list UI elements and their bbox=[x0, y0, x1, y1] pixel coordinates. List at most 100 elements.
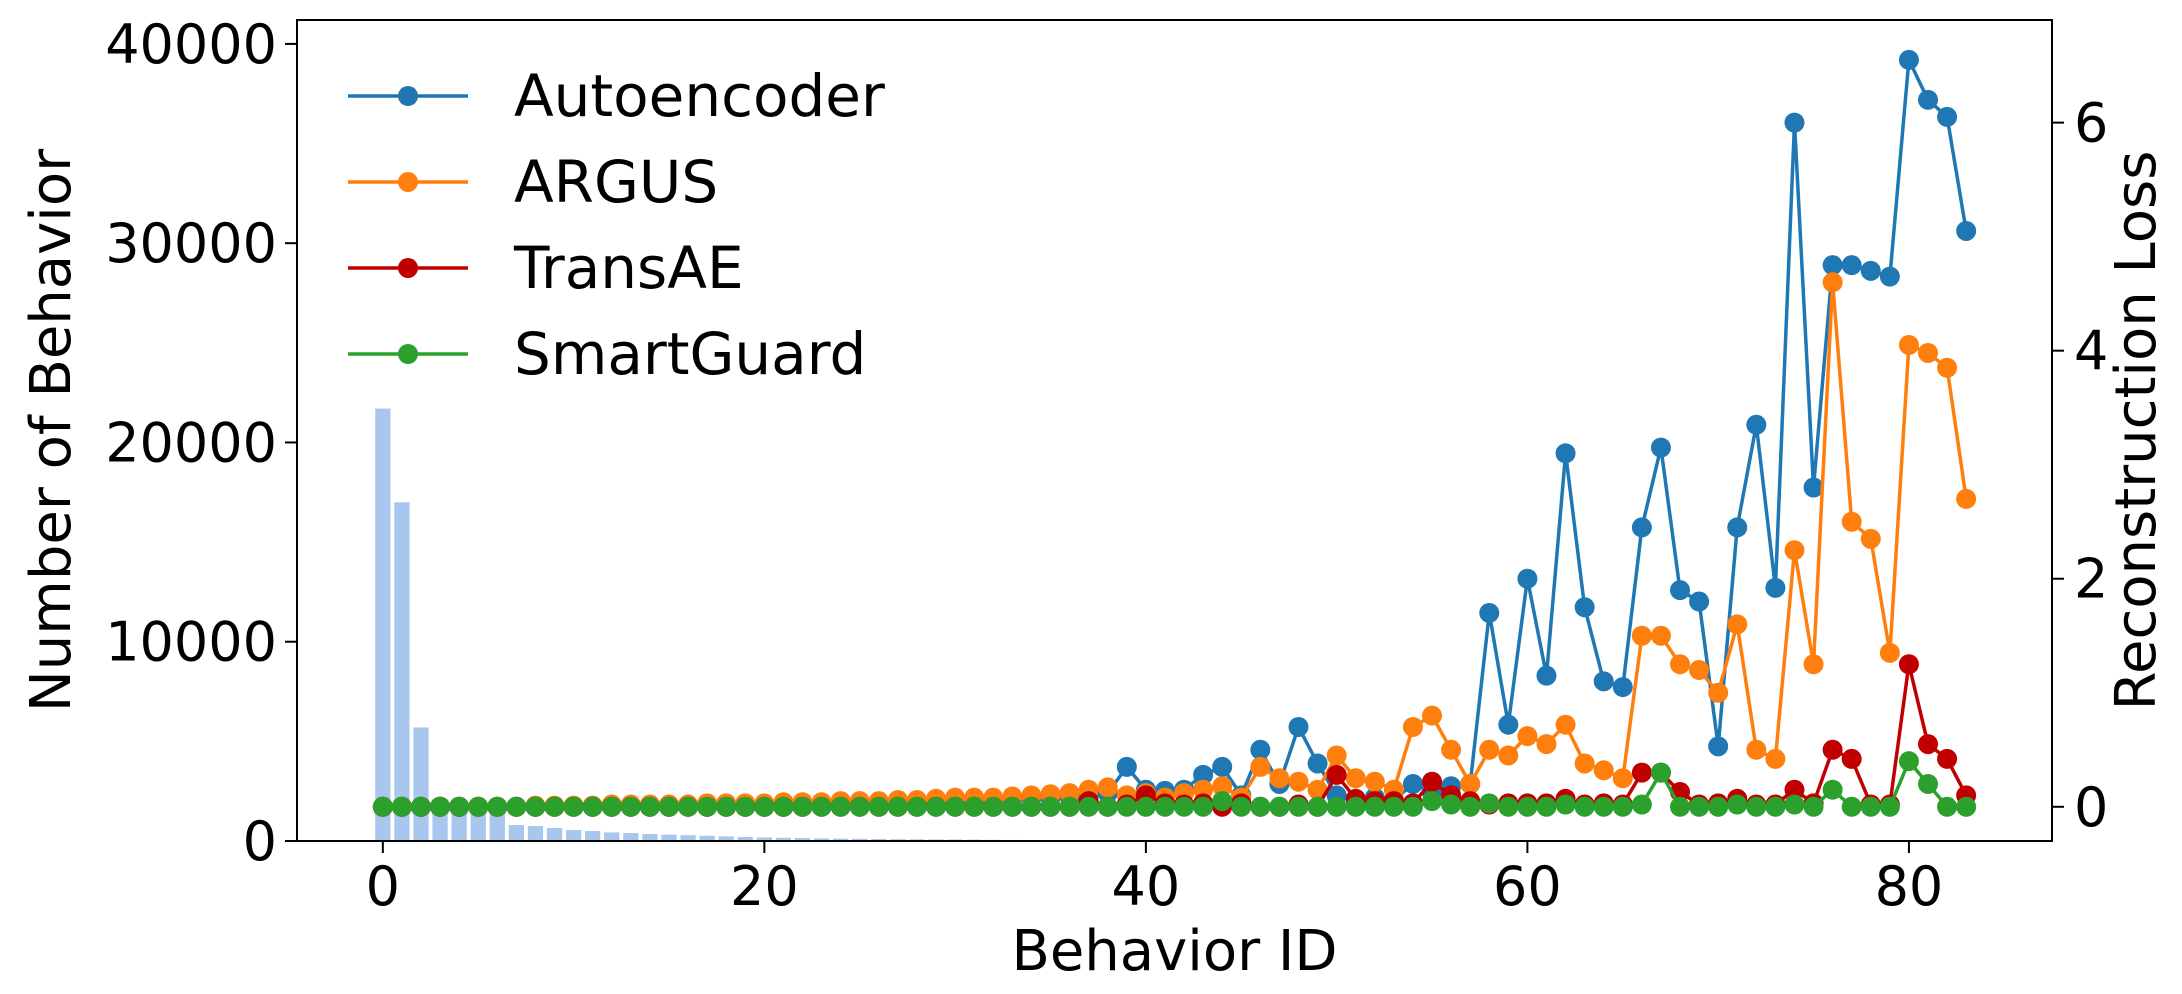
data-point bbox=[1040, 796, 1061, 817]
x-tick-label: 60 bbox=[1493, 855, 1562, 918]
data-point bbox=[1727, 794, 1748, 815]
data-point bbox=[830, 796, 851, 817]
data-point bbox=[1193, 764, 1214, 785]
data-point bbox=[1593, 760, 1614, 781]
data-point bbox=[1650, 762, 1671, 783]
data-point bbox=[391, 796, 412, 817]
data-point bbox=[468, 796, 489, 817]
data-point bbox=[1021, 796, 1042, 817]
data-point bbox=[1631, 625, 1652, 646]
data-point bbox=[1498, 796, 1519, 817]
data-point bbox=[1612, 768, 1633, 789]
data-point bbox=[1841, 255, 1862, 276]
data-point bbox=[1841, 511, 1862, 532]
bar bbox=[489, 811, 505, 841]
data-point bbox=[1383, 796, 1404, 817]
data-point bbox=[1517, 726, 1538, 747]
data-point bbox=[1517, 796, 1538, 817]
data-point bbox=[887, 796, 908, 817]
data-point bbox=[906, 796, 927, 817]
bar bbox=[604, 832, 620, 841]
data-point bbox=[1708, 736, 1729, 757]
legend-marker bbox=[398, 172, 418, 192]
data-point bbox=[1555, 714, 1576, 735]
data-point bbox=[1937, 796, 1958, 817]
data-point bbox=[487, 796, 508, 817]
data-point bbox=[697, 796, 718, 817]
data-point bbox=[964, 796, 985, 817]
data-point bbox=[1555, 443, 1576, 464]
data-point bbox=[1784, 779, 1805, 800]
data-point bbox=[1479, 793, 1500, 814]
legend-item-transae: TransAE bbox=[348, 234, 744, 302]
data-point bbox=[1784, 794, 1805, 815]
data-point bbox=[1402, 716, 1423, 737]
data-point bbox=[1479, 739, 1500, 760]
data-point bbox=[1765, 748, 1786, 769]
data-point bbox=[1288, 716, 1309, 737]
data-point bbox=[1937, 748, 1958, 769]
x-tick-label: 0 bbox=[366, 855, 400, 918]
legend-label: ARGUS bbox=[514, 148, 718, 216]
y-left-tick-label: 10000 bbox=[105, 611, 277, 674]
data-point bbox=[410, 796, 431, 817]
data-point bbox=[1422, 791, 1443, 812]
data-point bbox=[1898, 49, 1919, 70]
data-point bbox=[1174, 796, 1195, 817]
data-point bbox=[1841, 796, 1862, 817]
bar bbox=[585, 831, 601, 841]
data-point bbox=[1231, 796, 1252, 817]
data-point bbox=[1269, 768, 1290, 789]
bar bbox=[661, 834, 677, 841]
data-point bbox=[1422, 771, 1443, 792]
data-point bbox=[1250, 756, 1271, 777]
data-point bbox=[1574, 597, 1595, 618]
legend-label: Autoencoder bbox=[514, 62, 885, 130]
data-point bbox=[563, 796, 584, 817]
data-point bbox=[1097, 796, 1118, 817]
data-point bbox=[1498, 714, 1519, 735]
data-point bbox=[1879, 642, 1900, 663]
data-point bbox=[1631, 517, 1652, 538]
data-point bbox=[678, 796, 699, 817]
data-point bbox=[1078, 796, 1099, 817]
data-point bbox=[1536, 796, 1557, 817]
legend: Autoencoder ARGUS TransAE SmartGuard bbox=[348, 62, 885, 388]
data-point bbox=[1212, 791, 1233, 812]
data-point bbox=[849, 796, 870, 817]
data-point bbox=[1059, 783, 1080, 804]
data-point bbox=[1956, 796, 1977, 817]
data-point bbox=[1822, 255, 1843, 276]
bar bbox=[394, 502, 410, 841]
y-left-tick-label: 20000 bbox=[105, 411, 277, 474]
bar bbox=[718, 836, 734, 841]
data-point bbox=[983, 796, 1004, 817]
data-point bbox=[1402, 773, 1423, 794]
data-point bbox=[1307, 779, 1328, 800]
data-point bbox=[1288, 771, 1309, 792]
data-point bbox=[1364, 771, 1385, 792]
y-right-tick-label: 2 bbox=[2074, 548, 2108, 611]
bar bbox=[375, 408, 391, 841]
data-point bbox=[1746, 739, 1767, 760]
data-point bbox=[1689, 659, 1710, 680]
data-point bbox=[1460, 773, 1481, 794]
legend-marker bbox=[398, 258, 418, 278]
bar bbox=[565, 830, 582, 841]
data-point bbox=[1250, 739, 1271, 760]
data-point bbox=[1822, 739, 1843, 760]
data-point bbox=[1937, 357, 1958, 378]
bar bbox=[794, 838, 811, 841]
data-point bbox=[792, 796, 813, 817]
data-point bbox=[1402, 796, 1423, 817]
legend-marker bbox=[398, 86, 418, 106]
data-point bbox=[1956, 220, 1977, 241]
data-point bbox=[1135, 796, 1156, 817]
data-point bbox=[1860, 528, 1881, 549]
data-point bbox=[1422, 705, 1443, 726]
bar bbox=[737, 837, 753, 841]
data-point bbox=[868, 796, 889, 817]
data-point bbox=[430, 796, 451, 817]
data-point bbox=[1193, 796, 1214, 817]
